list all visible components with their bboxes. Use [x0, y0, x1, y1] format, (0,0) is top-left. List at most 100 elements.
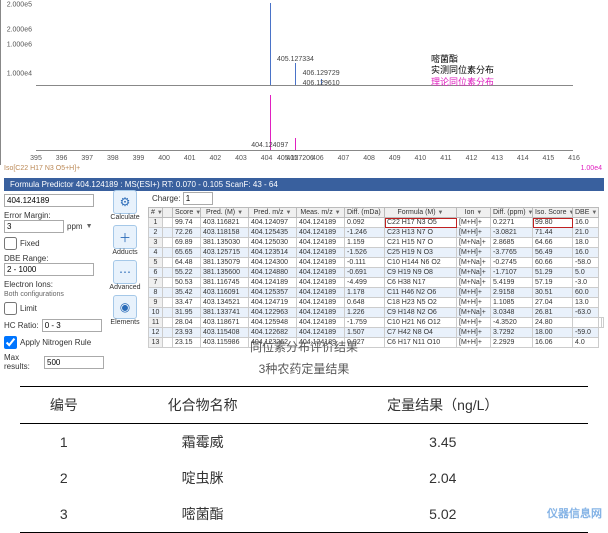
- grid-cell: [601, 318, 604, 328]
- sum-col-result: 定量结果（ng/L）: [298, 387, 588, 424]
- grid-cell: C11 H46 N2 O6: [385, 288, 457, 298]
- grid-row[interactable]: 1223.93403.115408404.122682404.1241891.5…: [149, 328, 604, 338]
- watermark: 仪器信息网: [547, 505, 602, 521]
- caption-isotope: 同位素分布评价结果: [0, 338, 608, 355]
- summary-cell: 5.02: [298, 496, 588, 533]
- xaxis-tick: 404: [261, 155, 273, 162]
- grid-cell: 18.00: [533, 328, 573, 338]
- grid-cell: C23 H13 N7 O: [385, 228, 457, 238]
- grid-col-header[interactable]: Diff. (mDa) ▼: [345, 208, 385, 218]
- grid-cell: 1.507: [345, 328, 385, 338]
- grid-cell: C22 H17 N3 O5: [385, 218, 457, 228]
- grid-col-header[interactable]: Meas. m/z ▼: [297, 208, 345, 218]
- dbe-range-input[interactable]: [4, 263, 94, 276]
- results-grid[interactable]: # ▼ Score ▼Pred. (M) ▼Pred. m/z ▼Meas. m/…: [148, 207, 604, 348]
- grid-cell: 381.133741: [201, 308, 249, 318]
- grid-cell: 57.19: [533, 278, 573, 288]
- grid-cell: 381.116745: [201, 278, 249, 288]
- xaxis-tick: 416: [568, 155, 580, 162]
- grid-cell: [163, 228, 173, 238]
- grid-cell: 50.53: [173, 278, 201, 288]
- grid-cell: 404.125357: [249, 288, 297, 298]
- mz-input[interactable]: [4, 194, 94, 207]
- grid-row[interactable]: 750.53381.116745404.124189404.124189-4.4…: [149, 278, 604, 288]
- grid-cell: 404.122963: [249, 308, 297, 318]
- grid-cell: 404.125030: [249, 238, 297, 248]
- grid-cell: 2.8685: [491, 238, 533, 248]
- grid-cell: C25 H19 N O3: [385, 248, 457, 258]
- grid-row[interactable]: 564.48381.135079404.124300404.124189-0.1…: [149, 258, 604, 268]
- grid-col-header[interactable]: DBE ▼: [573, 208, 599, 218]
- grid-col-header[interactable]: # ▼: [149, 208, 163, 218]
- xaxis-tick: 398: [107, 155, 119, 162]
- grid-cell: 404.124189: [297, 288, 345, 298]
- baseline-bottom: [36, 150, 573, 151]
- grid-cell: 5.4199: [491, 278, 533, 288]
- xaxis-tick: 409: [389, 155, 401, 162]
- grid-cell: 1.1085: [491, 298, 533, 308]
- grid-col-header[interactable]: Score ▼: [173, 208, 201, 218]
- grid-cell: [163, 288, 173, 298]
- adducts-icon[interactable]: ＋Adducts: [104, 225, 146, 256]
- grid-row[interactable]: 835.42403.116091404.125357404.1241891.17…: [149, 288, 604, 298]
- icon-glyph: ＋: [113, 225, 137, 249]
- fixed-checkbox[interactable]: [4, 237, 17, 250]
- grid-row[interactable]: 655.22381.135600404.124880404.124189-0.6…: [149, 268, 604, 278]
- grid-cell: -59.0: [573, 328, 599, 338]
- elements-icon[interactable]: ◉Elements: [104, 295, 146, 326]
- grid-cell: C7 H42 N8 O4: [385, 328, 457, 338]
- formula-right: 1.00e4: [581, 165, 602, 172]
- grid-cell: 1.226: [345, 308, 385, 318]
- xaxis-tick: 405: [286, 155, 298, 162]
- grid-col-header[interactable]: [163, 208, 173, 218]
- grid-cell: [M+Na]+: [457, 278, 491, 288]
- xaxis-tick: 407: [338, 155, 350, 162]
- grid-cell: 9: [149, 298, 163, 308]
- grid-row[interactable]: 933.47403.134521404.124719404.1241890.64…: [149, 298, 604, 308]
- grid-cell: 3: [149, 238, 163, 248]
- grid-row[interactable]: 1128.04403.118671404.125948404.124189-1.…: [149, 318, 604, 328]
- calculate-icon[interactable]: ⚙Calculate: [104, 190, 146, 221]
- grid-cell: [163, 328, 173, 338]
- grid-row[interactable]: 369.89381.135030404.125030404.1241891.15…: [149, 238, 604, 248]
- grid-cell: 11: [149, 318, 163, 328]
- results-grid-wrap: Charge: # ▼Score ▼Pred. (M) ▼Pred. m/z ▼…: [148, 190, 604, 348]
- grid-col-header[interactable]: Pred. (M) ▼: [201, 208, 249, 218]
- grid-cell: [163, 238, 173, 248]
- formula-left: Iso[C22 H17 N3 O5+H]+: [4, 165, 80, 172]
- grid-col-header[interactable]: Ion ▼: [457, 208, 491, 218]
- grid-cell: 1.178: [345, 288, 385, 298]
- charge-input[interactable]: [183, 192, 213, 205]
- grid-cell: [163, 298, 173, 308]
- grid-col-header[interactable]: Iso. Score ▼: [533, 208, 573, 218]
- advanced-icon[interactable]: ⋯Advanced: [104, 260, 146, 291]
- grid-cell: 2: [149, 228, 163, 238]
- grid-row[interactable]: 1031.95381.133741404.122963404.1241891.2…: [149, 308, 604, 318]
- grid-col-header[interactable]: Diff. (ppm) ▼: [491, 208, 533, 218]
- grid-col-header[interactable]: Formula (M) ▼: [385, 208, 457, 218]
- grid-row[interactable]: 465.65403.125715404.123514404.124189-1.5…: [149, 248, 604, 258]
- grid-row[interactable]: 199.74403.116821404.124097404.1241890.09…: [149, 218, 604, 228]
- grid-cell: 33.47: [173, 298, 201, 308]
- grid-cell: 404.124300: [249, 258, 297, 268]
- grid-cell: 28.04: [173, 318, 201, 328]
- yaxis-tick: 1.000e4: [7, 71, 32, 78]
- hc-ratio-input[interactable]: [42, 319, 102, 332]
- grid-cell: 60.66: [533, 258, 573, 268]
- grid-cell: -1.7107: [491, 268, 533, 278]
- icon-glyph: ⚙: [113, 190, 137, 214]
- xaxis-tick: 415: [543, 155, 555, 162]
- error-margin-unit: ppm: [67, 222, 83, 231]
- error-margin-input[interactable]: [4, 220, 64, 233]
- icon-label: Adducts: [112, 249, 137, 256]
- grid-row[interactable]: 272.26403.118158404.125435404.124189-1.2…: [149, 228, 604, 238]
- grid-cell: 2.9158: [491, 288, 533, 298]
- summary-row: 2啶虫脒2.04: [20, 460, 588, 496]
- dropdown-icon[interactable]: ▼: [86, 223, 93, 230]
- grid-col-header[interactable]: Pred. m/z ▼: [249, 208, 297, 218]
- grid-cell: 35.42: [173, 288, 201, 298]
- grid-cell: 404.124189: [297, 308, 345, 318]
- limit-label: Limit: [20, 304, 37, 313]
- both-config-label: Both configurations: [4, 291, 64, 298]
- limit-checkbox[interactable]: [4, 302, 17, 315]
